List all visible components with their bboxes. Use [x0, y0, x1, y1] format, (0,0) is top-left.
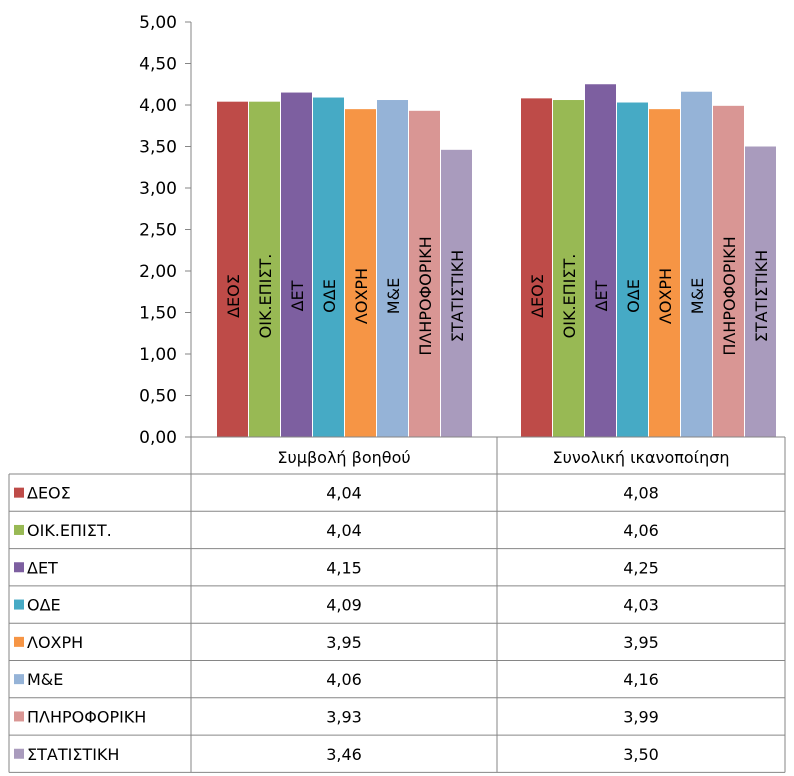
data-label: 4,15 [326, 558, 362, 577]
data-label: 3,46 [326, 745, 362, 764]
y-tick-label: 0,00 [139, 428, 177, 448]
legend-label: ΛΟΧΡΗ [27, 633, 83, 652]
category-label: Συνολική ικανοποίηση [552, 448, 729, 467]
legend-label: ΣΤΑΤΙΣΤΙΚΗ [27, 745, 119, 764]
bar [617, 102, 648, 437]
legend-label: ΔΕΤ [27, 558, 58, 577]
bar-label: ΟΙΚ.ΕΠΙΣΤ. [256, 254, 275, 339]
data-label: 4,03 [623, 596, 659, 615]
bar [649, 109, 680, 438]
bar [281, 92, 312, 438]
legend-label: ΔΕΟΣ [27, 484, 71, 503]
y-tick-label: 4,50 [139, 55, 177, 75]
data-label: 4,16 [623, 670, 659, 689]
y-tick-label: 2,00 [139, 262, 177, 282]
bar [377, 100, 408, 438]
legend-swatch [14, 562, 24, 573]
data-label: 4,25 [623, 558, 659, 577]
y-tick-label: 1,50 [139, 304, 177, 324]
bar-label: ΔΕΟΣ [528, 274, 547, 318]
bar-label: ΣΤΑΤΙΣΤΙΚΗ [448, 250, 467, 342]
legend-label: Μ&Ε [27, 670, 63, 689]
bar-label: ΛΟΧΡΗ [656, 268, 675, 324]
legend-swatch [14, 674, 24, 685]
bar [441, 149, 472, 437]
data-label: 4,04 [326, 521, 362, 540]
bar-label: Μ&Ε [688, 278, 707, 314]
y-tick-label: 0,50 [139, 387, 177, 407]
y-tick-label: 4,00 [139, 96, 177, 116]
y-tick-label: 3,00 [139, 179, 177, 199]
bar [249, 101, 280, 438]
bar [345, 109, 376, 438]
bar [713, 105, 744, 437]
data-label: 3,50 [623, 745, 659, 764]
bar-label: Μ&Ε [384, 278, 403, 314]
legend-swatch [14, 487, 24, 498]
legend-swatch [14, 599, 24, 610]
data-label: 3,99 [623, 707, 659, 726]
data-label: 4,06 [623, 521, 659, 540]
bar [313, 97, 344, 437]
bar-label: ΔΕΤ [592, 280, 611, 311]
data-label: 4,08 [623, 484, 659, 503]
y-tick-label: 5,00 [139, 13, 177, 33]
bar-label: ΟΔΕ [624, 279, 643, 313]
bar-label: ΟΙΚ.ΕΠΙΣΤ. [560, 254, 579, 339]
bar [217, 101, 248, 438]
data-label: 3,93 [326, 707, 362, 726]
bar [681, 91, 712, 437]
category-label: Συμβολή βοηθού [277, 448, 410, 467]
bar-label: ΣΤΑΤΙΣΤΙΚΗ [752, 250, 771, 342]
data-label: 4,09 [326, 596, 362, 615]
y-tick-label: 2,50 [139, 221, 177, 241]
y-tick-label: 1,00 [139, 345, 177, 365]
bar [585, 84, 616, 437]
data-label: 3,95 [623, 633, 659, 652]
legend-swatch [14, 524, 24, 535]
bar-label: ΠΛΗΡΟΦΟΡΙΚΗ [416, 236, 435, 355]
bar [745, 146, 776, 437]
legend-label: ΟΔΕ [27, 596, 61, 615]
data-label: 3,95 [326, 633, 362, 652]
bar-label: ΛΟΧΡΗ [352, 268, 371, 324]
legend-swatch [14, 636, 24, 647]
data-label: 4,04 [326, 484, 362, 503]
bar-label: ΔΕΟΣ [224, 274, 243, 318]
bar [553, 100, 584, 438]
bar [521, 98, 552, 438]
bar-label: ΔΕΤ [288, 280, 307, 311]
data-label: 4,06 [326, 670, 362, 689]
bar [409, 110, 440, 437]
legend-swatch [14, 711, 24, 722]
legend-label: ΟΙΚ.ΕΠΙΣΤ. [27, 521, 112, 540]
y-tick-label: 3,50 [139, 138, 177, 158]
legend-label: ΠΛΗΡΟΦΟΡΙΚΗ [27, 707, 146, 726]
legend-swatch [14, 748, 24, 759]
bar-label: ΠΛΗΡΟΦΟΡΙΚΗ [720, 236, 739, 355]
bar-label: ΟΔΕ [320, 279, 339, 313]
